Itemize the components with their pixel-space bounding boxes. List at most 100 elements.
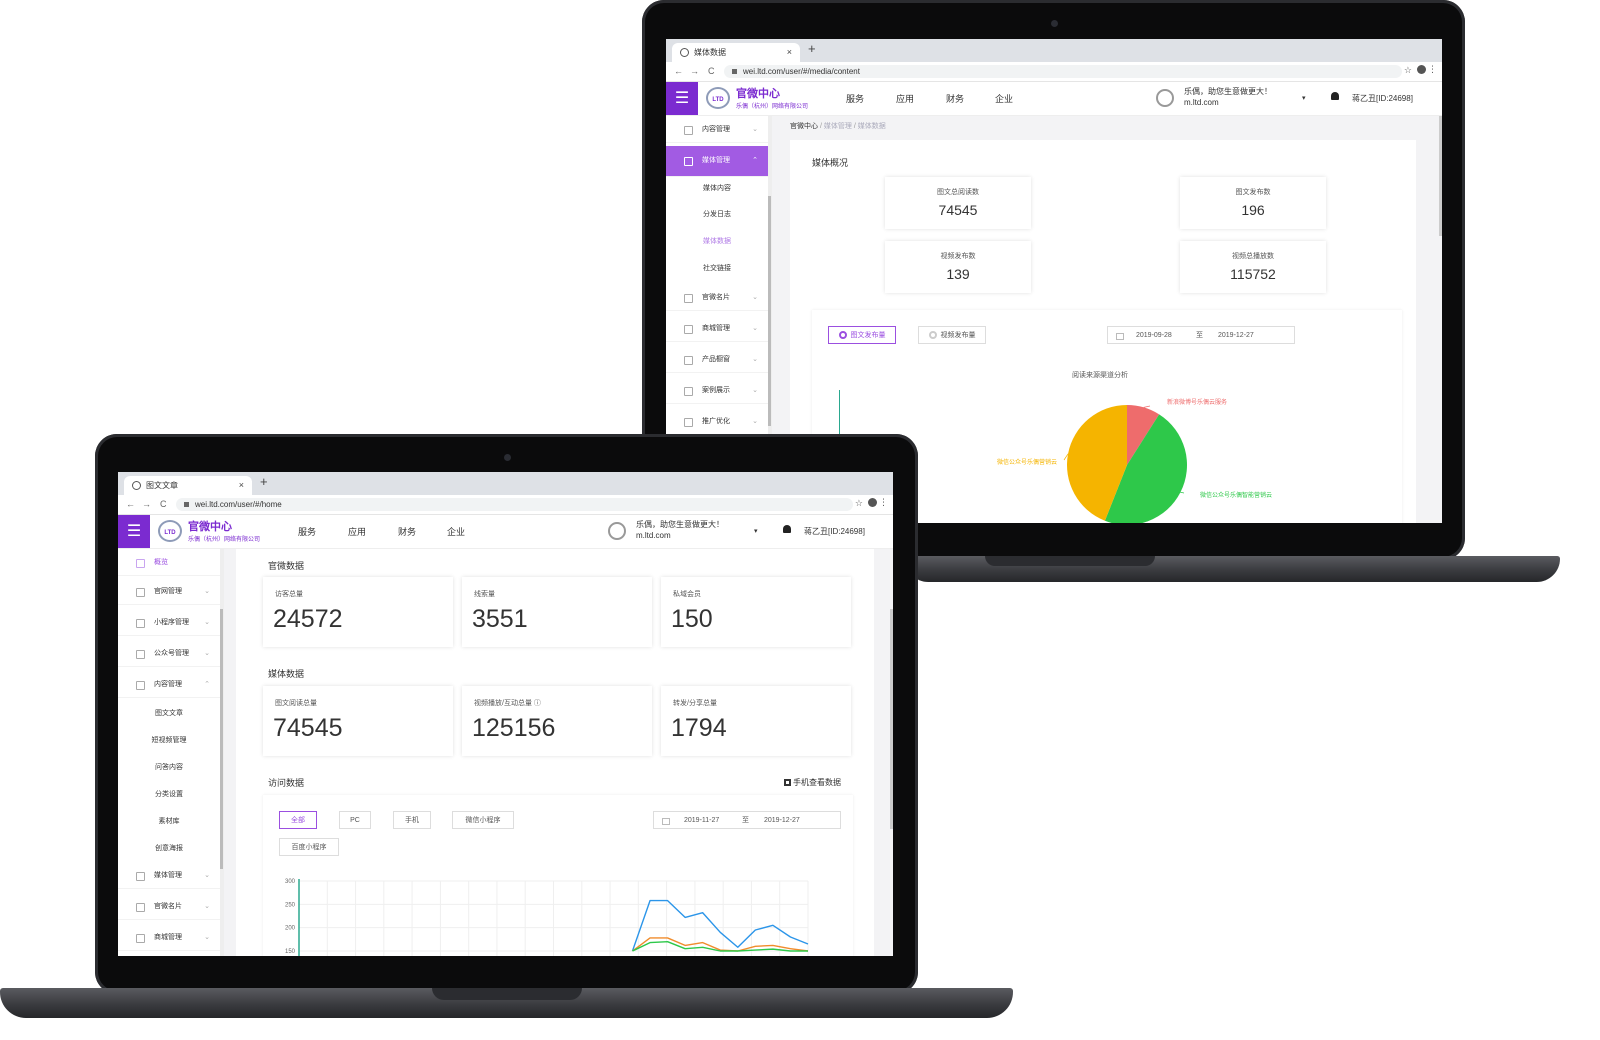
sidebar-item-card[interactable]: 官微名片 ⌄ [118,895,220,920]
bell-icon[interactable] [1331,92,1339,100]
date-separator: 至 [1196,332,1203,339]
hamburger-menu-button[interactable]: ☰ [666,82,698,115]
browser-menu-icon[interactable]: ⋮ [879,497,888,507]
nav-enterprise[interactable]: 企业 [995,94,1014,104]
sidebar-label: 概览 [154,559,168,566]
bookmark-star-icon[interactable]: ☆ [854,498,863,508]
sidebar-item-content[interactable]: 内容管理 ⌃ [118,673,220,698]
sidebar-label: 官网管理 [154,588,182,595]
user-avatar[interactable] [608,522,626,540]
toggle-video-count[interactable]: 视频发布量 [918,326,986,344]
pie-slice-label: 微信公众号乐偶智能营销云 [1200,491,1272,499]
sidebar-sub-articles[interactable]: 图文文章 [155,710,183,717]
nav-finance[interactable]: 财务 [946,94,965,104]
stat-card: 转发/分享总量 1794 [661,686,851,756]
sidebar-scroll-thumb[interactable] [220,609,223,869]
chevron-down-icon: ⌄ [204,619,210,626]
reload-icon[interactable]: C [708,66,715,76]
sidebar-scroll-thumb[interactable] [768,196,771,426]
sidebar-item-showcase[interactable]: 产品橱窗 ⌄ [666,348,768,373]
front-url-field[interactable]: wei.ltd.com/user/#/home [176,498,853,511]
toggle-article-count[interactable]: 图文发布量 [828,326,896,344]
sidebar-scrollbar[interactable] [768,116,771,523]
front-page-scrollbar[interactable] [890,609,893,829]
forward-arrow-icon[interactable]: → [142,499,151,509]
nav-apps[interactable]: 应用 [348,527,367,537]
sidebar-item-cases[interactable]: 案例展示 ⌄ [666,379,768,404]
browser-menu-icon[interactable]: ⋮ [1428,64,1437,74]
brand-title: 官微中心 [188,521,232,533]
nav-service[interactable]: 服务 [298,527,317,537]
sidebar-item-content[interactable]: 内容管理 ⌄ [666,118,768,143]
sidebar-item-media[interactable]: 媒体管理 ⌄ [118,864,220,889]
reload-icon[interactable]: C [160,499,167,509]
bell-icon[interactable] [783,525,791,533]
sidebar-sub-posters[interactable]: 创意海报 [155,845,183,852]
back-arrow-icon[interactable]: ← [126,499,135,509]
toggle-label: 图文发布量 [850,332,886,339]
nav-finance[interactable]: 财务 [398,527,417,537]
sidebar-item-official-account[interactable]: 公众号管理 ⌄ [118,642,220,667]
stat-value: 150 [671,605,713,633]
bookmark-star-icon[interactable]: ☆ [1403,65,1412,75]
breadcrumb-media[interactable]: 媒体管理 [823,123,852,130]
filter-all[interactable]: 全部 [279,811,317,829]
domain-text: m.ltd.com [636,531,671,540]
mobile-view-link[interactable]: 手机查看数据 [784,777,841,788]
sidebar-item-shop[interactable]: 商城管理 ⌄ [666,317,768,342]
chevron-down-icon: ⌄ [204,934,210,941]
new-tab-button[interactable]: + [260,474,268,489]
stat-value: 139 [946,266,970,282]
sidebar-item-shop[interactable]: 商城管理 ⌄ [118,926,220,951]
sidebar-item-website[interactable]: 官网管理 ⌄ [118,580,220,605]
breadcrumb-home[interactable]: 官微中心 [790,123,818,130]
back-page-scrollbar[interactable] [1439,116,1442,236]
nav-service[interactable]: 服务 [846,94,865,104]
sidebar-sub-qa[interactable]: 问答内容 [155,764,183,771]
sidebar-sub-media-data[interactable]: 媒体数据 [703,238,731,245]
sidebar-item-promotion[interactable]: 推广优化 ⌄ [666,410,768,435]
sidebar-item-overview[interactable]: 概览 [118,551,220,576]
filter-wechat-miniprogram[interactable]: 微信小程序 [452,811,514,829]
nav-apps[interactable]: 应用 [896,94,915,104]
sidebar-label: 媒体管理 [702,157,730,164]
qr-code-icon [784,779,791,787]
date-to: 2019-12-27 [764,817,800,824]
date-range-picker[interactable]: 2019-09-28 至 2019-12-27 [1107,326,1295,344]
nav-enterprise[interactable]: 企业 [447,527,466,537]
sidebar-sub-dist-log[interactable]: 分发日志 [703,211,731,218]
tab-close-icon[interactable]: × [238,480,244,490]
filter-baidu-miniprogram[interactable]: 百度小程序 [279,838,339,856]
back-browser-tab[interactable]: 媒体数据 × [672,43,800,62]
sidebar-item-card[interactable]: 官微名片 ⌄ [666,286,768,311]
sidebar-sub-categories[interactable]: 分类设置 [155,791,183,798]
account-icon[interactable] [868,498,877,507]
sidebar-scrollbar[interactable] [220,549,223,956]
filter-pc[interactable]: PC [339,811,371,829]
forward-arrow-icon[interactable]: → [690,66,699,76]
globe-icon [132,481,141,490]
media-icon [684,157,693,166]
filter-mobile[interactable]: 手机 [393,811,431,829]
sidebar-sub-short-video[interactable]: 短视频管理 [151,737,187,744]
sidebar-sub-materials[interactable]: 素材库 [158,818,180,825]
sidebar-item-miniprogram[interactable]: 小程序管理 ⌄ [118,611,220,636]
hamburger-menu-button[interactable]: ☰ [118,515,150,548]
chevron-down-icon[interactable]: ▾ [1302,95,1306,102]
chevron-down-icon[interactable]: ▾ [754,528,758,535]
front-browser-tab[interactable]: 图文文章 × [124,476,252,495]
tab-close-icon[interactable]: × [786,47,792,57]
date-separator: 至 [742,817,749,824]
new-tab-button[interactable]: + [808,41,816,56]
account-icon[interactable] [1417,65,1426,74]
user-avatar[interactable] [1156,89,1174,107]
sidebar-sub-social-links[interactable]: 社交链接 [703,265,731,272]
back-url-field[interactable]: wei.ltd.com/user/#/media/content [724,65,1402,78]
sidebar-sub-media-content[interactable]: 媒体内容 [703,185,731,192]
sidebar-item-media[interactable]: 媒体管理 ⌃ [666,146,768,177]
chevron-down-icon: ⌄ [204,903,210,910]
greeting-text: 乐偶，助您生意做更大！ [1184,87,1272,96]
date-range-picker[interactable]: 2019-11-27 至 2019-12-27 [653,811,841,829]
back-arrow-icon[interactable]: ← [674,66,683,76]
